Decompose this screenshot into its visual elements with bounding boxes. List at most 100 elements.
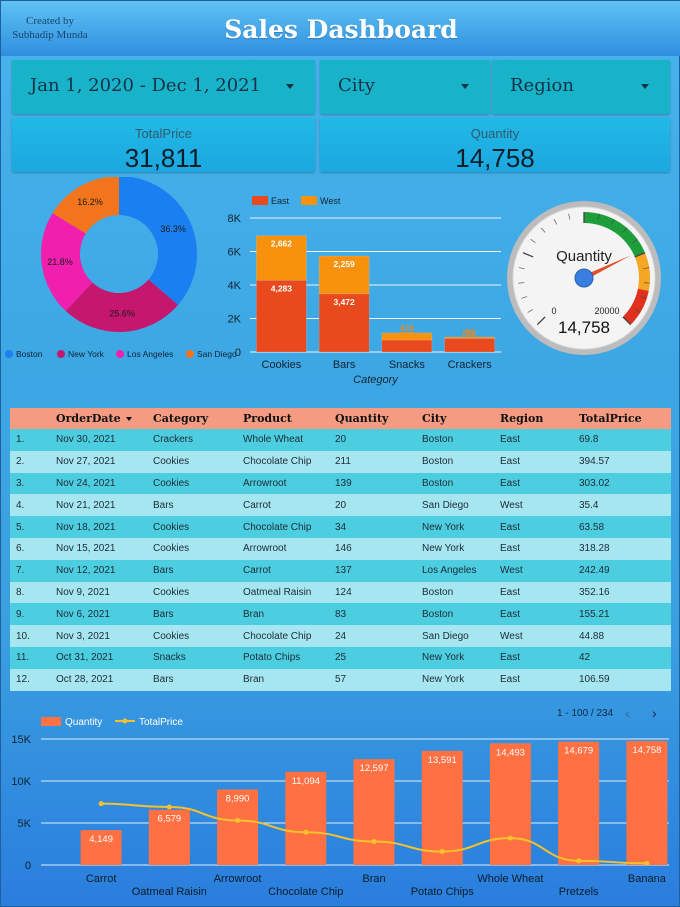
table-row[interactable]: 6. Nov 15, 2021 Cookies Arrowroot 146 New Yor… [10,537,671,560]
bar-quantity-oatmeal-raisin[interactable] [148,809,190,865]
legend-label: Los Angeles [127,349,173,359]
bar-quantity-carrot[interactable] [80,830,122,865]
line-point-totalprice[interactable] [576,858,582,864]
bar-quantity-bran[interactable] [353,759,395,865]
gauge-tick [610,219,615,225]
bar-east-crackers[interactable] [444,338,495,353]
col-header-quantity[interactable]: Quantity [335,408,422,429]
line-point-totalprice[interactable] [166,804,172,810]
cell-orderdate: Oct 28, 2021 [56,668,153,691]
bar-quantity-arrowroot[interactable] [217,789,259,865]
cell-totalprice: 42 [579,646,671,669]
gauge-tick [568,213,571,220]
table-row[interactable]: 2. Nov 27, 2021 Cookies Chocolate Chip 211 Bo… [10,450,671,473]
donut-slice-san-diego[interactable] [52,177,119,234]
cell-category: Cookies [153,537,243,560]
legend-swatch [5,350,13,358]
cell-totalprice: 318.28 [579,537,671,560]
cell-city: New York [422,516,500,538]
orders-table: OrderDate Category Product Quantity City… [10,408,671,691]
prev-page-button[interactable]: ‹ [625,705,630,721]
table-row[interactable]: 3. Nov 24, 2021 Cookies Arrowroot 139 Boston E… [10,472,671,495]
table-row[interactable]: 8. Nov 9, 2021 Cookies Oatmeal Raisin 124 Bos… [10,581,671,604]
gauge-band [584,212,645,257]
bar-quantity-pretzels[interactable] [558,741,600,865]
table-row[interactable]: 4. Nov 21, 2021 Bars Carrot 20 San Diego West 3… [10,494,671,517]
donut-slice-new-york[interactable] [65,279,179,332]
table-row[interactable]: 7. Nov 12, 2021 Bars Carrot 137 Los Angeles We… [10,559,671,582]
date-range-control[interactable]: Jan 1, 2020 - Dec 1, 2021 [12,60,315,114]
table-row[interactable]: 11. Oct 31, 2021 Snacks Potato Chips 25 New Y… [10,646,671,669]
bar-quantity-whole-wheat[interactable] [489,743,531,865]
col-header-orderdate[interactable]: OrderDate [56,408,153,429]
table-row[interactable]: 12. Oct 28, 2021 Bars Bran 57 New York East 106… [10,668,671,691]
bar-west-bars[interactable] [318,255,370,295]
cell-category: Bars [153,559,243,582]
bar-east-snacks[interactable] [381,339,433,353]
y-tick-label: 15K [11,734,31,746]
gauge-tick [634,252,646,258]
cell-index: 2. [10,450,56,473]
y-tick-label: 8K [228,213,242,225]
created-by-text: Created by Subhadip Munda [12,15,88,41]
cell-product: Carrot [243,494,335,517]
gauge-min-label: 0 [551,306,556,316]
category-stacked-bar-chart: 0 2K 4K 6K 8K East West 4,283 2,662 Cookies 3,472 2… [228,196,501,386]
line-point-totalprice[interactable] [371,838,377,844]
col-header-product[interactable]: Product [243,408,335,429]
bar-west-crackers[interactable] [444,336,495,339]
bar-quantity-banana[interactable] [626,741,668,865]
cell-city: Boston [422,603,500,626]
line-point-totalprice[interactable] [644,860,650,866]
cell-index: 7. [10,559,56,582]
region-filter[interactable]: Region [492,60,670,114]
quantity-gauge: Quantity 0 20000 14,758 [507,201,661,355]
line-point-totalprice[interactable] [507,835,513,841]
kpi-total-price-label: TotalPrice [134,126,193,141]
city-filter[interactable]: City [320,60,490,114]
table-row[interactable]: 1. Nov 30, 2021 Crackers Whole Wheat 20 Bosto… [10,429,671,451]
cell-orderdate: Nov 27, 2021 [56,450,153,473]
col-header-totalprice[interactable]: TotalPrice [579,408,671,429]
table-row[interactable]: 10. Nov 3, 2021 Cookies Chocolate Chip 24 San… [10,625,671,647]
legend-swatch [116,350,124,358]
col-header-city[interactable]: City [422,408,500,429]
legend-swatch [41,717,61,726]
y-tick-label: 5K [18,818,32,830]
gauge-tick [530,238,536,243]
donut-slice-los-angeles[interactable] [40,213,93,311]
cell-category: Snacks [153,646,243,669]
bar-west-cookies[interactable] [256,235,307,281]
cell-quantity: 24 [335,625,422,647]
cell-index: 11. [10,646,56,669]
city-donut-chart: 36.3% 25.6% 21.8% 16.2% Boston New York Los An… [5,177,237,359]
bar-east-bars[interactable] [318,293,370,353]
header-bar: Created by Subhadip Munda Sales Dashboar… [1,1,680,56]
line-point-totalprice[interactable] [303,829,309,835]
gauge-tick [622,316,632,326]
product-combo-chart: 0 5K 10K 15K Quantity TotalPrice 4,149 Carrot 6,… [11,717,669,898]
cell-region: West [500,625,579,647]
cell-orderdate: Nov 21, 2021 [56,494,153,517]
bar-quantity-chocolate-chip[interactable] [285,771,327,865]
cell-city: Boston [422,472,500,495]
legend-label: TotalPrice [139,717,183,728]
col-header-category[interactable]: Category [153,408,243,429]
donut-slice-boston[interactable] [119,177,197,305]
cell-totalprice: 352.16 [579,581,671,604]
line-point-totalprice[interactable] [235,817,241,823]
cell-city: Boston [422,581,500,604]
line-point-totalprice[interactable] [439,849,445,855]
cell-product: Chocolate Chip [243,450,335,473]
table-row[interactable]: 5. Nov 18, 2021 Cookies Chocolate Chip 34 New… [10,516,671,538]
legend-swatch [122,718,128,724]
bar-west-snacks[interactable] [381,332,433,341]
line-point-totalprice[interactable] [98,801,104,807]
bar-quantity-potato-chips[interactable] [421,750,463,865]
table-row[interactable]: 9. Nov 6, 2021 Bars Bran 83 Boston East 155.21 [10,603,671,626]
gauge-needle [582,255,631,281]
next-page-button[interactable]: › [652,705,657,721]
bar-east-cookies[interactable] [256,280,307,353]
col-header-region[interactable]: Region [500,408,579,429]
bar-data-label: 13,591 [428,755,457,766]
